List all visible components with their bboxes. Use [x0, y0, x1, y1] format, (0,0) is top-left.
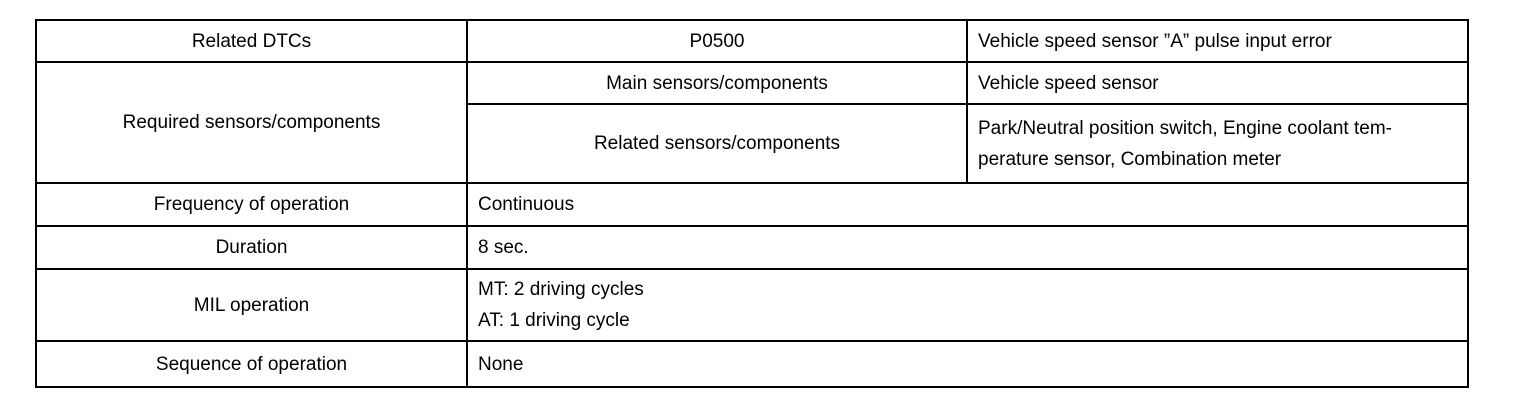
dtc-code: P0500: [466, 19, 968, 63]
related-sensors-line: perature sensor, Combination meter: [978, 148, 1282, 170]
dtc-description: Vehicle speed sensor ”A” pulse input err…: [966, 19, 1469, 63]
main-sensors-label: Main sensors/components: [466, 61, 968, 105]
mil-value: MT: 2 driving cycles AT: 1 driving cycle: [466, 268, 1469, 342]
frequency-value: Continuous: [466, 182, 1469, 227]
related-sensors-line: Park/Neutral position switch, Engine coo…: [978, 117, 1392, 139]
required-sensors-label: Required sensors/components: [35, 61, 468, 184]
mil-line: AT: 1 driving cycle: [478, 310, 630, 331]
related-sensors-value: Park/Neutral position switch, Engine coo…: [966, 103, 1469, 184]
main-sensors-value: Vehicle speed sensor: [966, 61, 1469, 105]
sequence-value: None: [466, 340, 1469, 388]
mil-line: MT: 2 driving cycles: [478, 279, 644, 300]
table-row-frequency: Frequency of operation Continuous: [35, 182, 1469, 227]
table-row-mil: MIL operation MT: 2 driving cycles AT: 1…: [35, 268, 1469, 342]
table-row-duration: Duration 8 sec.: [35, 225, 1469, 270]
table-row-related-sensors: Related sensors/components Park/Neutral …: [36, 103, 1469, 184]
table-row-main-sensors: Required sensors/components Main sensors…: [35, 61, 1469, 184]
duration-value: 8 sec.: [466, 225, 1469, 270]
mil-label: MIL operation: [35, 268, 468, 342]
dtc-spec-table: Related DTCs P0500 Vehicle speed sensor …: [35, 19, 1469, 388]
table-row-sequence: Sequence of operation None: [35, 340, 1469, 388]
sequence-label: Sequence of operation: [35, 340, 468, 388]
related-sensors-label: Related sensors/components: [466, 103, 968, 184]
related-dtcs-label: Related DTCs: [35, 19, 468, 63]
table-row-related-dtcs: Related DTCs P0500 Vehicle speed sensor …: [35, 19, 1469, 63]
frequency-label: Frequency of operation: [35, 182, 468, 227]
duration-label: Duration: [35, 225, 468, 270]
